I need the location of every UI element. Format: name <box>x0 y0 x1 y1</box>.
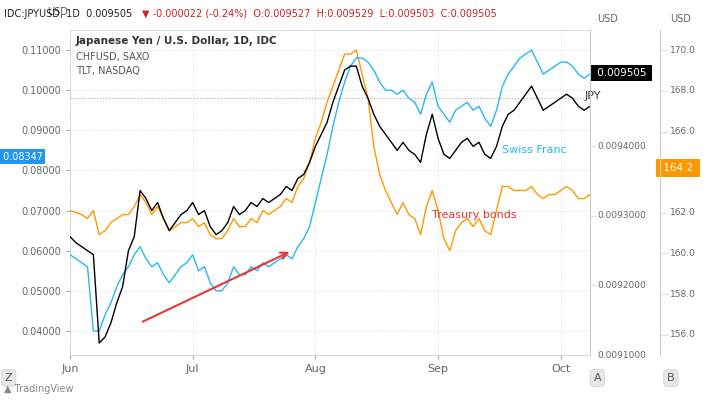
Text: 164.0: 164.0 <box>670 168 695 177</box>
Text: 160.0: 160.0 <box>670 249 695 258</box>
Text: Swiss Franc: Swiss Franc <box>502 145 567 155</box>
Text: USD: USD <box>47 7 68 17</box>
Text: ▲ TradingView: ▲ TradingView <box>4 384 73 394</box>
Text: 0.0091000: 0.0091000 <box>597 350 646 360</box>
Text: 166.0: 166.0 <box>670 127 695 136</box>
Text: USD: USD <box>597 14 618 24</box>
Text: 170.0: 170.0 <box>670 46 695 55</box>
Text: 0.0095000: 0.0095000 <box>597 72 646 81</box>
Text: 0.0092000: 0.0092000 <box>597 281 646 290</box>
Text: Japanese Yen / U.S. Dollar, 1D, IDC: Japanese Yen / U.S. Dollar, 1D, IDC <box>76 36 277 46</box>
Text: B: B <box>667 373 675 383</box>
Text: 158.0: 158.0 <box>670 290 695 298</box>
Text: IDC:JPYUSD, 1D  0.009505: IDC:JPYUSD, 1D 0.009505 <box>4 9 135 19</box>
Text: 164.2: 164.2 <box>660 163 697 173</box>
Text: USD: USD <box>670 14 691 24</box>
Text: ▼ -0.000022 (-0.24%)  O:0.009527  H:0.009529  L:0.009503  C:0.009505: ▼ -0.000022 (-0.24%) O:0.009527 H:0.0095… <box>142 9 496 19</box>
Text: 0.08347: 0.08347 <box>0 152 43 162</box>
Text: 162.0: 162.0 <box>670 208 695 217</box>
Text: 168.0: 168.0 <box>670 86 695 96</box>
Text: 0.0093000: 0.0093000 <box>597 211 646 220</box>
Text: CHFUSD, SAXO: CHFUSD, SAXO <box>76 52 149 62</box>
Text: JPY: JPY <box>584 91 601 101</box>
Text: 0.0094000: 0.0094000 <box>597 142 646 151</box>
Text: Z: Z <box>5 373 12 383</box>
Text: TLT, NASDAQ: TLT, NASDAQ <box>76 66 140 76</box>
Text: Treasury bonds: Treasury bonds <box>432 210 517 220</box>
Text: A: A <box>593 373 601 383</box>
Text: 0.009505: 0.009505 <box>593 68 649 78</box>
Text: 156.0: 156.0 <box>670 330 695 339</box>
